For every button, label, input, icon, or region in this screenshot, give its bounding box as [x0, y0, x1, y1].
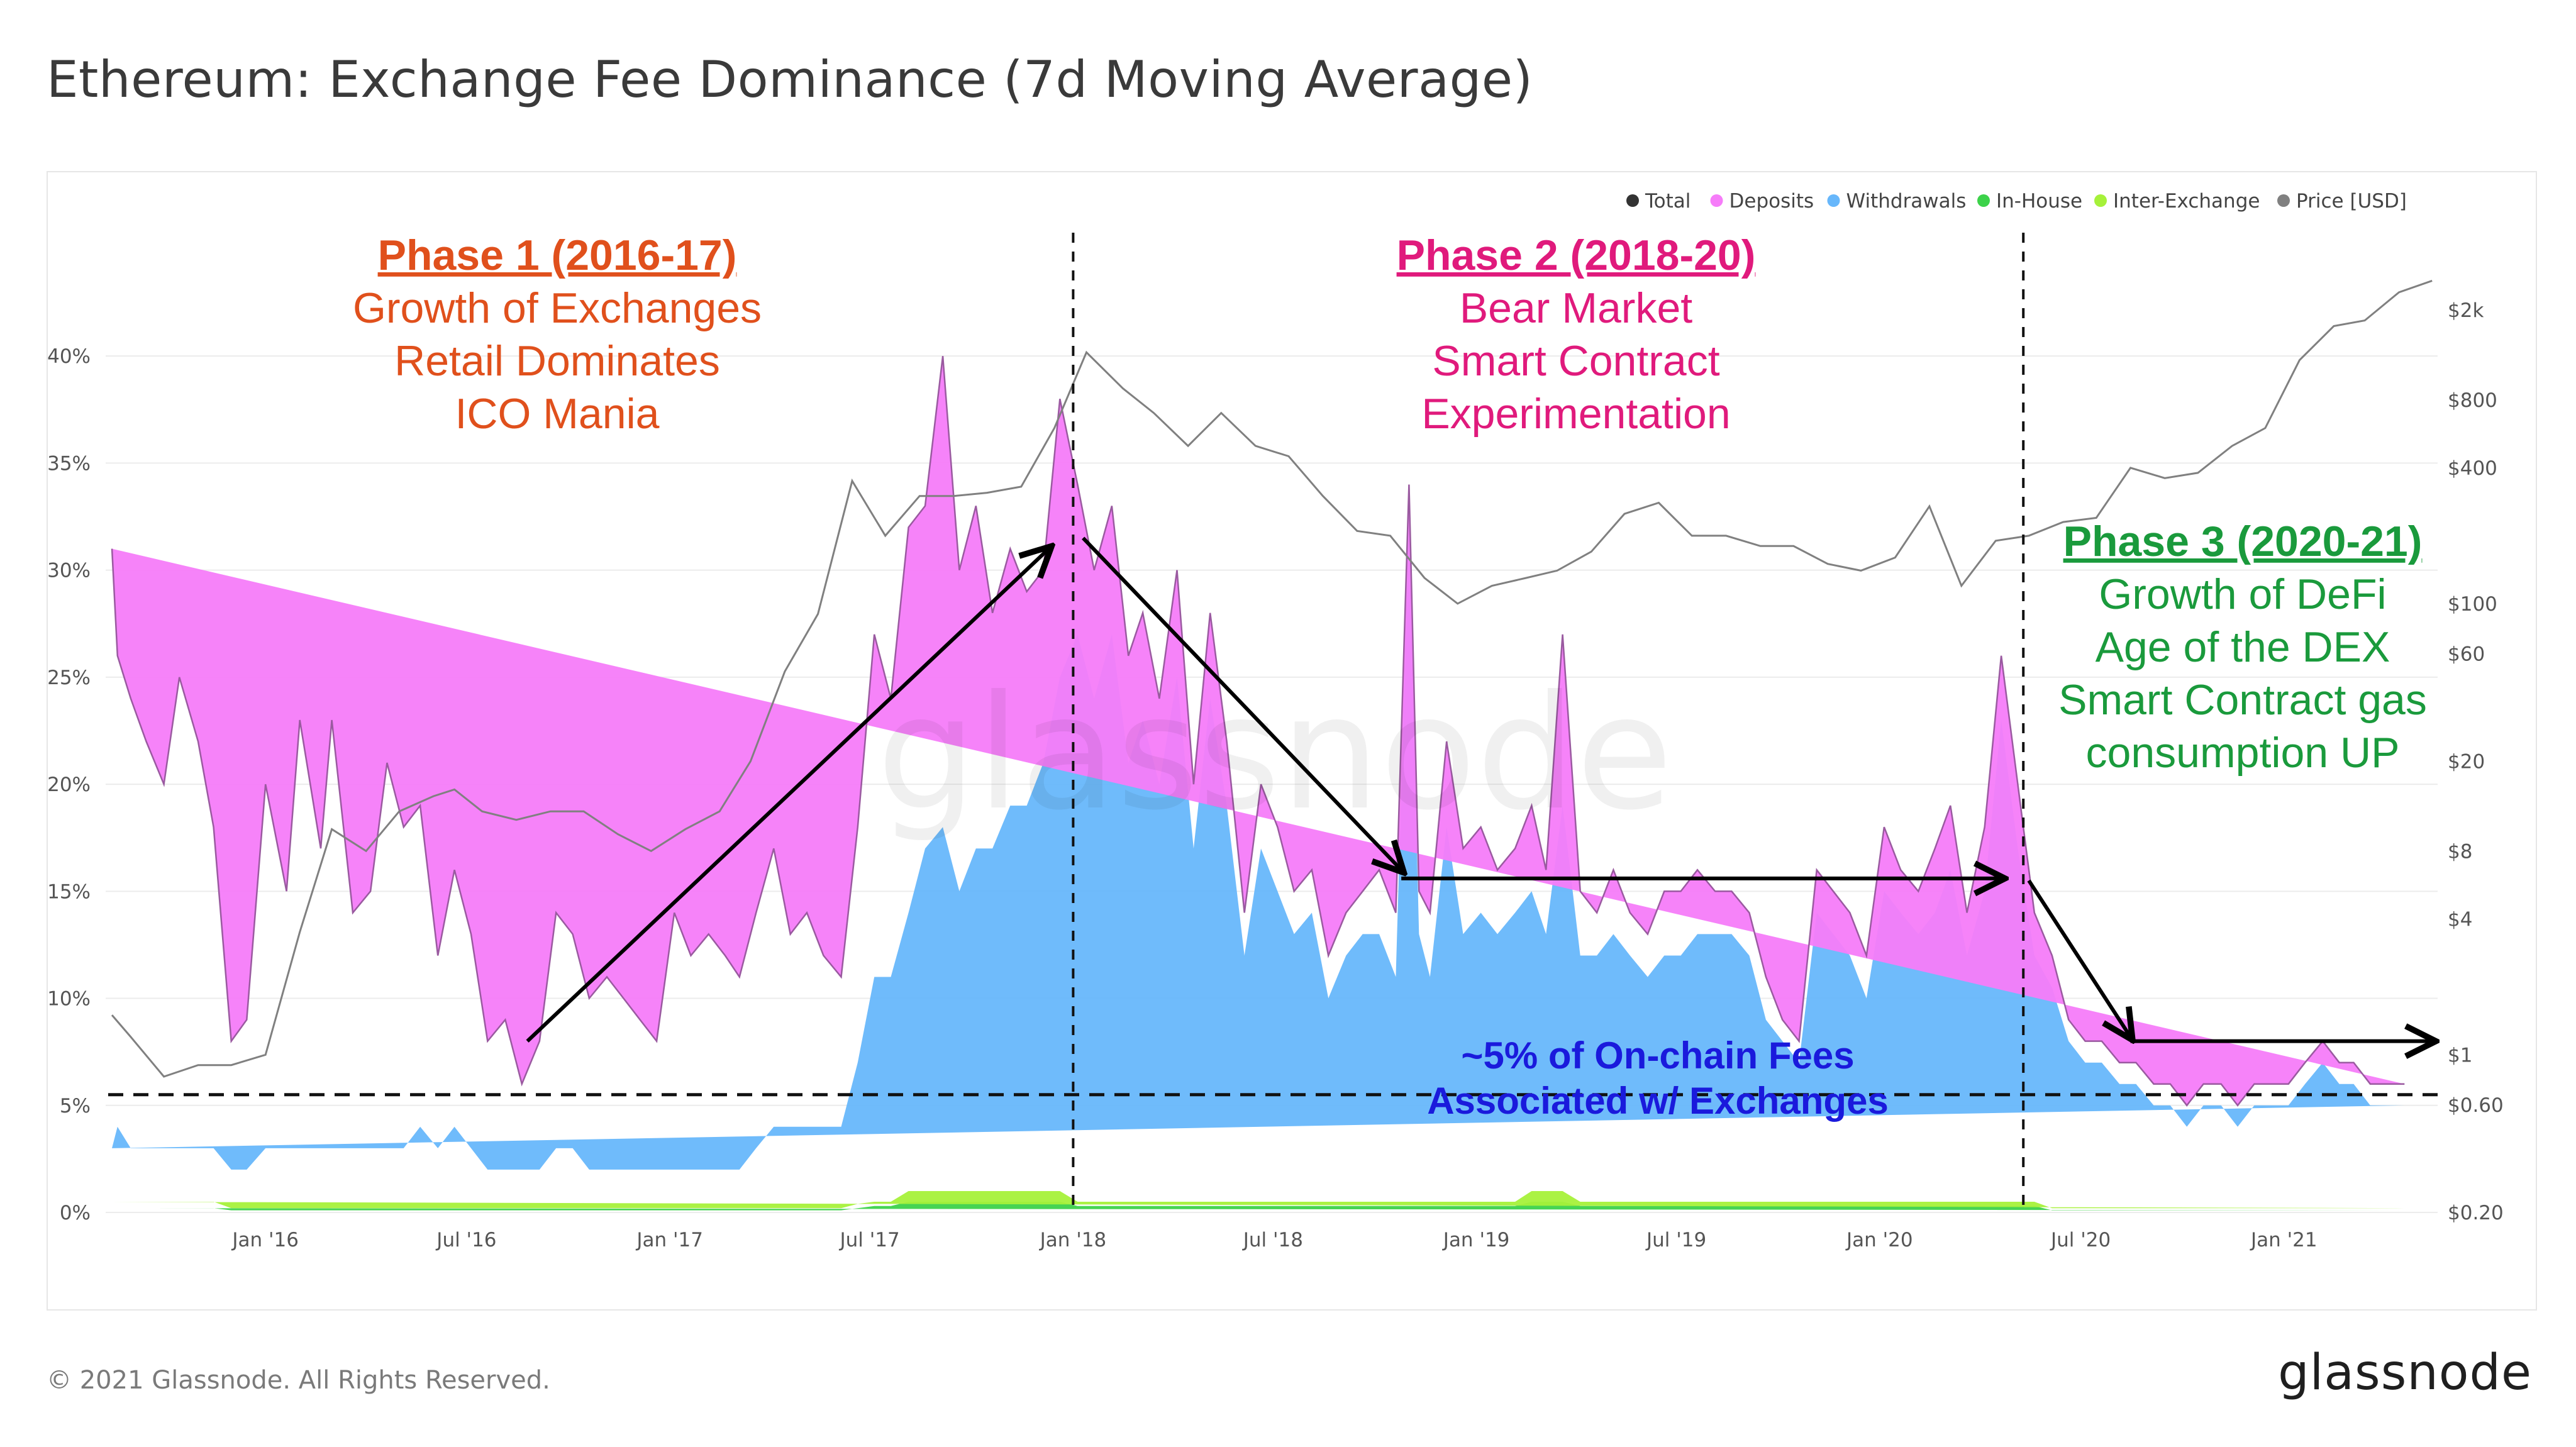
- legend-swatch: [1977, 194, 1990, 207]
- exchange-note-line: Associated w/ Exchanges: [1427, 1080, 1889, 1122]
- phase2-annotation-line: Experimentation: [1421, 390, 1730, 438]
- phase3-annotation: Phase 3 (2020-21) Growth of DeFi Age of th…: [2058, 518, 2427, 777]
- y-tick-label-right: $400: [2448, 457, 2497, 480]
- legend-swatch: [2277, 194, 2290, 207]
- phase1-annotation-line: Growth of Exchanges: [353, 284, 762, 332]
- trend-arrow: [1082, 536, 1401, 870]
- phase1-annotation-line: Retail Dominates: [394, 337, 720, 385]
- y-tick-label-left: 10%: [48, 988, 91, 1011]
- phase3-annotation-heading: Phase 3 (2020-21): [2063, 518, 2423, 565]
- legend-item-label: Total: [1645, 190, 1690, 213]
- y-tick-label-right: $800: [2448, 389, 2497, 412]
- x-tick-label: Jul '18: [1242, 1229, 1303, 1251]
- x-tick-label: Jan '17: [635, 1229, 703, 1251]
- trend-arrow: [526, 549, 1049, 1043]
- phase1-annotation: Phase 1 (2016-17) Growth of Exchanges Reta…: [353, 231, 762, 438]
- legend-swatch: [2094, 194, 2107, 207]
- y-tick-label-left: 25%: [48, 667, 91, 689]
- x-tick-label: Jul '19: [1645, 1229, 1706, 1251]
- legend-item-label: In-House: [1996, 190, 2082, 213]
- y-tick-label-left: 5%: [60, 1095, 91, 1117]
- legend-item-label: Deposits: [1729, 190, 1814, 213]
- x-tick-label: Jan '21: [2250, 1229, 2318, 1251]
- legend-item-label: Price [USD]: [2296, 190, 2407, 213]
- glassnode-logo[interactable]: glassnode: [2278, 1344, 2532, 1401]
- line-total: [111, 356, 2405, 1107]
- x-tick-label: Jan '19: [1442, 1229, 1510, 1251]
- right-axis-ticks: $0.20 $0.60 $1 $4 $8 $20 $60 $100 $400 $800 $2k: [2448, 299, 2504, 1224]
- y-tick-label-left: 35%: [48, 452, 91, 475]
- legend-swatch: [1710, 194, 1723, 207]
- watermark: glassnode: [877, 662, 1673, 845]
- footer-copyright: © 2021 Glassnode. All Rights Reserved.: [47, 1366, 550, 1395]
- y-tick-label-right: $20: [2448, 751, 2485, 773]
- stacked-areas: [111, 356, 2405, 1211]
- area-inter-exchange: [112, 1191, 2405, 1209]
- x-tick-label: Jul '20: [2050, 1229, 2111, 1251]
- y-tick-label-left: 15%: [48, 880, 91, 903]
- legend-swatch: [1827, 194, 1840, 207]
- phase1-annotation-line: ICO Mania: [455, 390, 660, 438]
- y-tick-label-left: 20%: [48, 773, 91, 796]
- legend-item-label: Inter-Exchange: [2113, 190, 2260, 213]
- x-tick-label: Jan '18: [1039, 1229, 1107, 1251]
- trend-arrow: [2027, 879, 2131, 1037]
- y-tick-label-right: $2k: [2448, 299, 2484, 322]
- exchange-fee-dominance-chart: 0%5%10%15%20%25%30%35%40%$0.20$0.60$1$4$…: [48, 190, 2504, 1251]
- exchange-note-line: ~5% of On-chain Fees: [1461, 1034, 1854, 1077]
- x-tick-label: Jan '16: [231, 1229, 299, 1251]
- y-tick-label-left: 40%: [48, 345, 91, 368]
- phase2-annotation-line: Smart Contract: [1432, 337, 1719, 385]
- area-deposits: [112, 356, 2405, 1106]
- y-tick-label-left: 30%: [48, 560, 91, 582]
- phase3-annotation-line: consumption UP: [2086, 729, 2400, 777]
- x-tick-label: Jan '20: [1845, 1229, 1913, 1251]
- legend-swatch: [1626, 194, 1639, 207]
- y-tick-label-right: $0.20: [2448, 1202, 2504, 1224]
- y-tick-label-right: $0.60: [2448, 1094, 2504, 1117]
- y-tick-label-right: $8: [2448, 840, 2472, 863]
- chart-frame: 0% 5% 10% 15% 20% 25% 30% 35% 40% $0.20 $0.60 $1 $4 $…: [47, 171, 2537, 1311]
- phase3-annotation-line: Growth of DeFi: [2099, 570, 2386, 618]
- y-tick-label-left: 0%: [60, 1202, 91, 1224]
- phase2-annotation-line: Bear Market: [1460, 284, 1692, 332]
- area-in-house: [112, 1202, 2405, 1211]
- phase3-annotation-line: Age of the DEX: [2096, 623, 2390, 671]
- legend: Total Deposits Withdrawals In-House Inter-Ex…: [1626, 190, 2407, 213]
- chart-title: Ethereum: Exchange Fee Dominance (7d Mov…: [47, 50, 1533, 109]
- y-tick-label-right: $60: [2448, 643, 2485, 665]
- phase2-annotation-heading: Phase 2 (2018-20): [1397, 231, 1756, 279]
- phase2-annotation: Phase 2 (2018-20) Bear Market Smart Contra…: [1397, 231, 1756, 438]
- y-tick-label-right: $1: [2448, 1044, 2472, 1067]
- legend-item-label: Withdrawals: [1846, 190, 1967, 213]
- line-price: [111, 279, 2433, 1078]
- x-axis-ticks: Jan '16 Jul '16 Jan '17 Jul '17 Jan '18 Jul '…: [231, 1229, 2317, 1251]
- y-tick-label-right: $100: [2448, 593, 2497, 616]
- y-tick-label-right: $4: [2448, 908, 2472, 931]
- x-tick-label: Jul '16: [435, 1229, 496, 1251]
- area-withdrawals: [112, 527, 2405, 1170]
- phase1-annotation-heading: Phase 1 (2016-17): [378, 231, 737, 279]
- x-tick-label: Jul '17: [839, 1229, 900, 1251]
- phase3-annotation-line: Smart Contract gas: [2058, 676, 2427, 724]
